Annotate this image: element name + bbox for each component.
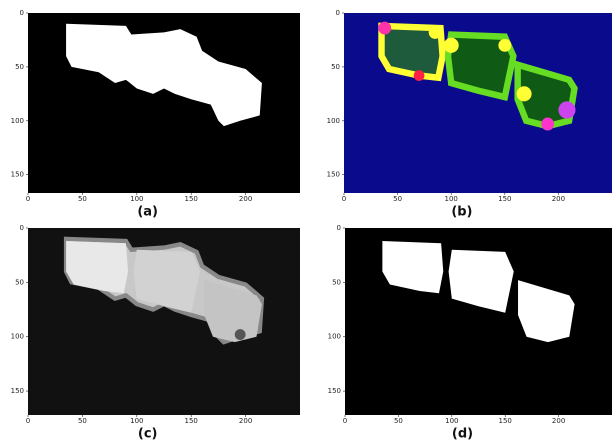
- x-tick-label: 100: [130, 195, 143, 203]
- x-tick-label: 0: [26, 417, 30, 425]
- y-tick-label: 100: [11, 117, 24, 125]
- x-tick-label: 0: [343, 417, 347, 425]
- y-tick-label: 50: [332, 278, 341, 286]
- blob: [235, 329, 246, 340]
- x-tick-label: 50: [394, 417, 403, 425]
- x-tick-label: 0: [342, 195, 346, 203]
- blob: [444, 38, 459, 53]
- y-tick-label: 150: [327, 171, 340, 179]
- panel-label: (c): [138, 427, 158, 442]
- y-tick-label: 150: [11, 171, 24, 179]
- blob: [517, 86, 532, 101]
- y-tick-label: 50: [15, 278, 24, 286]
- panel-label: (a): [137, 205, 158, 220]
- y-tick-label: 50: [15, 63, 24, 71]
- x-tick-label: 150: [499, 417, 512, 425]
- x-tick-label: 50: [393, 195, 402, 203]
- blob: [558, 101, 575, 118]
- y-tick-label: 0: [20, 9, 24, 17]
- y-tick-label: 150: [328, 387, 341, 395]
- y-tick-label: 100: [328, 333, 341, 341]
- blob: [429, 26, 442, 39]
- blob: [498, 39, 511, 52]
- x-tick-label: 200: [239, 417, 252, 425]
- panel-a: 0 50 100 150 200 0 50 100 150 (a): [11, 9, 300, 220]
- x-tick-label: 100: [445, 195, 458, 203]
- panel-c: 0 50 100 150 200 0 50 100 150 (c): [11, 224, 300, 442]
- x-tick-label: 150: [498, 195, 511, 203]
- blob: [541, 118, 554, 131]
- blob: [414, 70, 425, 81]
- y-tick-label: 100: [327, 117, 340, 125]
- panel-label: (d): [452, 427, 473, 442]
- panel-b: 0 50 100 150 200 0 50 100 150 (b): [327, 9, 612, 220]
- figure: 0 50 100 150 200 0 50 100 150 (a) 0 50 100 150 200 0 50…: [0, 0, 612, 445]
- x-tick-label: 200: [552, 417, 565, 425]
- x-tick-label: 150: [185, 417, 198, 425]
- blob: [378, 22, 391, 35]
- y-tick-label: 100: [11, 333, 24, 341]
- panel-d: 0 50 100 150 200 0 50 100 150 (d): [328, 224, 612, 442]
- y-tick-label: 150: [11, 387, 24, 395]
- y-tick-label: 0: [337, 224, 341, 232]
- x-tick-label: 200: [239, 195, 252, 203]
- x-tick-label: 100: [445, 417, 458, 425]
- x-tick-label: 150: [185, 195, 198, 203]
- x-tick-label: 50: [78, 417, 87, 425]
- panel-label: (b): [451, 205, 472, 220]
- x-tick-label: 100: [130, 417, 143, 425]
- y-tick-label: 0: [20, 224, 24, 232]
- x-tick-label: 50: [78, 195, 87, 203]
- y-tick-label: 0: [336, 9, 340, 17]
- y-tick-label: 50: [331, 63, 340, 71]
- x-tick-label: 200: [552, 195, 565, 203]
- x-tick-label: 0: [26, 195, 30, 203]
